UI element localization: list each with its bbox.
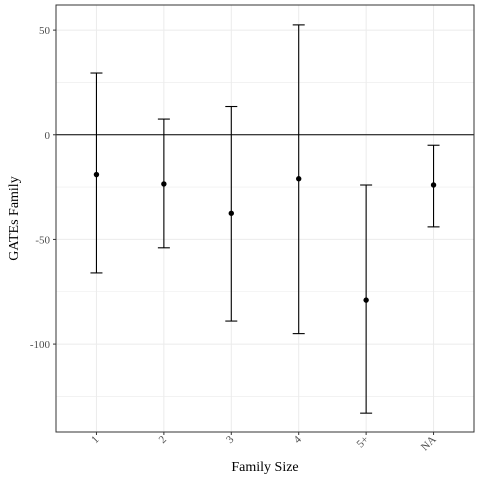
estimate-point-0 [93, 171, 100, 178]
y-axis-ticks: -100 -50 0 50 [30, 25, 56, 351]
estimate-point-2 [228, 210, 234, 216]
y-tick-label: -50 [35, 234, 50, 246]
x-axis-title: Family Size [231, 460, 298, 475]
panel-border [55, 4, 475, 433]
x-tick-label: 1 [89, 434, 101, 446]
estimate-point-1 [161, 181, 167, 187]
y-tick-label: 50 [39, 25, 51, 37]
x-tick-label: NA [419, 434, 439, 454]
estimate-point-3 [296, 176, 302, 182]
y-tick-label: -100 [30, 339, 51, 351]
x-tick-label: 2 [157, 434, 169, 446]
x-tick-label: 5+ [354, 434, 371, 451]
estimate-point-5 [430, 182, 437, 188]
error-bars [90, 24, 440, 414]
x-tick-label: 4 [291, 433, 304, 446]
x-axis-ticks: 1 2 3 4 5+ NA [89, 432, 439, 453]
estimate-point-4 [363, 297, 369, 303]
estimate-points [93, 171, 437, 303]
y-tick-label: 0 [45, 130, 51, 142]
grid-lines [56, 5, 474, 432]
y-axis-title: GATEs Family [7, 176, 22, 260]
x-tick-label: 3 [224, 433, 237, 446]
